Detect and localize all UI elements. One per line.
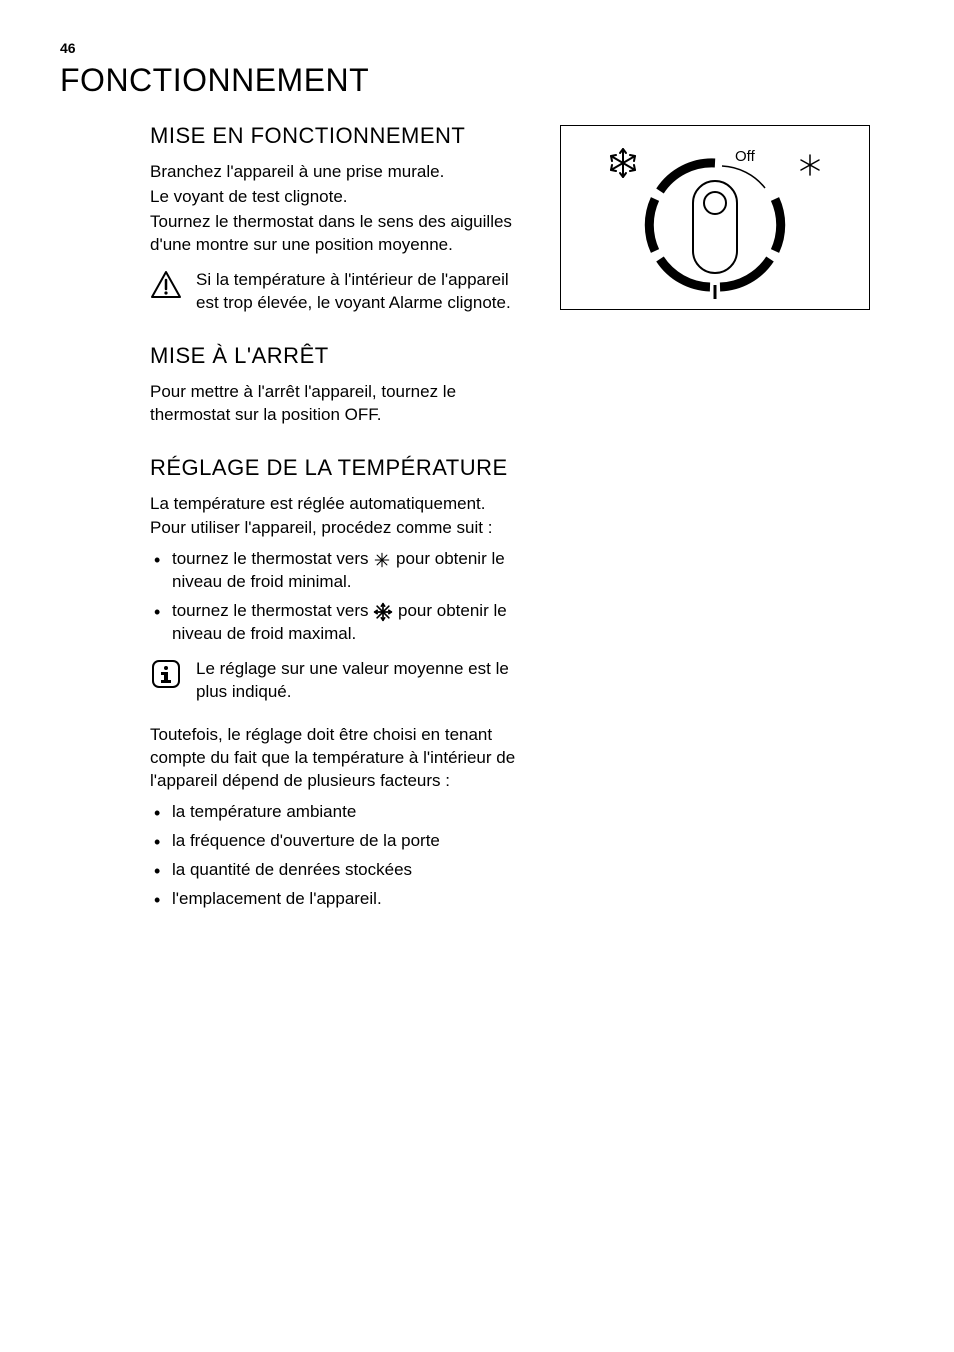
warning-callout: Si la température à l'intérieur de l'app… bbox=[150, 269, 520, 315]
factor-item: l'emplacement de l'appareil. bbox=[150, 888, 520, 911]
warning-text: Si la température à l'intérieur de l'app… bbox=[196, 269, 520, 315]
info-callout: Le réglage sur une valeur moyenne est le… bbox=[150, 658, 520, 704]
bullet2-text-a: tournez le thermostat vers bbox=[172, 601, 373, 620]
procedure-item-max: tournez le thermostat vers pour obtenir … bbox=[150, 600, 520, 646]
section1-p2: Le voyant de test clignote. bbox=[150, 186, 520, 209]
procedure-item-min: tournez le thermostat vers pour obtenir … bbox=[150, 548, 520, 594]
snowflake-small-icon bbox=[373, 551, 391, 569]
section3-title: RÉGLAGE DE LA TEMPÉRATURE bbox=[150, 455, 520, 481]
section3-p1: La température est réglée automatiquemen… bbox=[150, 493, 520, 516]
factor-item: la quantité de denrées stockées bbox=[150, 859, 520, 882]
page-number: 46 bbox=[60, 40, 874, 56]
main-title: FONCTIONNEMENT bbox=[60, 62, 874, 99]
section3-p2: Pour utiliser l'appareil, procédez comme… bbox=[150, 517, 520, 540]
left-column: MISE EN FONCTIONNEMENT Branchez l'appare… bbox=[150, 123, 520, 917]
section1-p1: Branchez l'appareil à une prise murale. bbox=[150, 161, 520, 184]
snowflake-large-icon bbox=[373, 602, 393, 622]
info-icon bbox=[150, 658, 182, 690]
factor-item: la température ambiante bbox=[150, 801, 520, 824]
section1-p3: Tournez le thermostat dans le sens des a… bbox=[150, 211, 520, 257]
factors-list: la température ambiante la fréquence d'o… bbox=[150, 801, 520, 911]
right-column: Off bbox=[560, 123, 874, 917]
section1-title: MISE EN FONCTIONNEMENT bbox=[150, 123, 520, 149]
info-text: Le réglage sur une valeur moyenne est le… bbox=[196, 658, 520, 704]
bullet1-text-a: tournez le thermostat vers bbox=[172, 549, 373, 568]
factor-item: la fréquence d'ouverture de la porte bbox=[150, 830, 520, 853]
off-label: Off bbox=[735, 148, 756, 165]
procedure-list: tournez le thermostat vers pour obtenir … bbox=[150, 548, 520, 646]
section2-title: MISE À L'ARRÊT bbox=[150, 343, 520, 369]
content-columns: MISE EN FONCTIONNEMENT Branchez l'appare… bbox=[60, 123, 874, 917]
thermostat-diagram: Off bbox=[560, 125, 870, 310]
warning-icon bbox=[150, 269, 182, 301]
thermostat-dial-svg: Off bbox=[585, 133, 845, 303]
section2-p1: Pour mettre à l'arrêt l'appareil, tourne… bbox=[150, 381, 520, 427]
section3-p3: Toutefois, le réglage doit être choisi e… bbox=[150, 724, 520, 793]
